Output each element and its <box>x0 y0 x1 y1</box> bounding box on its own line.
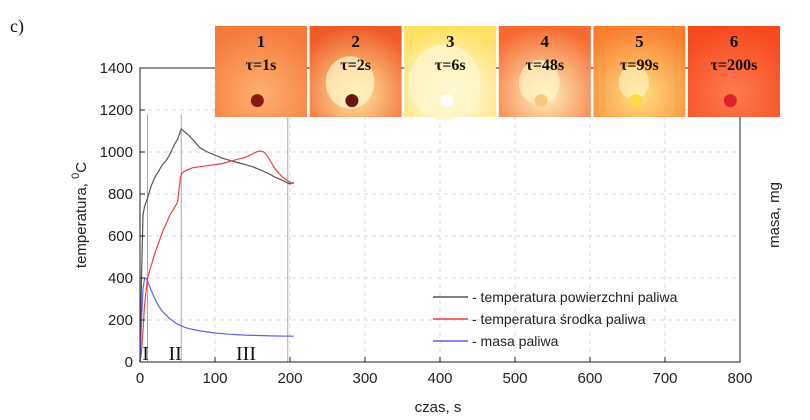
photo-6: 6 τ=200s <box>688 26 780 117</box>
photo-time: τ=200s <box>711 57 758 74</box>
y-tick-label: 600 <box>108 228 133 245</box>
x-tick-label: 300 <box>352 370 377 387</box>
x-tick-label: 500 <box>502 370 527 387</box>
photo-2: 2 τ=2s <box>309 26 402 117</box>
fuel-particle <box>250 94 264 108</box>
panel-label: c) <box>10 16 24 37</box>
x-tick-label: 100 <box>202 370 227 387</box>
photo-number: 3 <box>446 32 455 51</box>
photo-4: 4 τ=48s <box>498 26 591 117</box>
flame-glow <box>518 60 560 105</box>
legend-label-3: - masa paliwa <box>472 333 559 349</box>
x-tick-label: 200 <box>277 370 302 387</box>
stage-label: I <box>142 343 149 365</box>
series-line-3 <box>139 277 294 363</box>
stage-lines <box>147 114 289 362</box>
y-tick-label: 200 <box>108 312 133 329</box>
fuel-particle <box>534 94 548 108</box>
y-axis-label-sup: 0 <box>70 173 82 179</box>
x-tick-label: 800 <box>727 370 752 387</box>
photo-time: τ=99s <box>620 57 659 74</box>
photo-5: 5 τ=99s <box>593 26 686 117</box>
stage-label: II <box>169 343 182 365</box>
photo-time: τ=1s <box>246 57 277 74</box>
photo-strip: 1 τ=1s 2 τ=2s 3 τ=6s 4 τ=48s 5 τ=99s 6 τ=200s <box>215 26 780 121</box>
series-line-2 <box>139 150 294 363</box>
y-tick-label: 1000 <box>100 144 133 161</box>
x-tick-label: 600 <box>577 370 602 387</box>
x-tick-label: 700 <box>652 370 677 387</box>
x-axis-label: czas, s <box>415 399 462 416</box>
photo-number: 1 <box>257 32 266 51</box>
x-tick-label: 400 <box>427 370 452 387</box>
stage-label: III <box>236 343 256 365</box>
y-axis-label-main: temperatura, <box>73 179 90 268</box>
photo-time: τ=2s <box>340 57 371 74</box>
flame-glow <box>408 44 481 121</box>
y-tick-label: 800 <box>108 186 133 203</box>
photo-number: 2 <box>351 32 360 51</box>
fuel-particle <box>629 94 643 108</box>
flame-glow <box>618 65 650 100</box>
tick-labels: 0 100 200 300 400 500 600 700 800 0 200 400 600 800 10… <box>100 60 753 387</box>
series-layer <box>139 128 295 363</box>
fuel-particle <box>345 94 359 108</box>
y-tick-label: 1400 <box>100 60 133 77</box>
y2-axis-label: masa, mg <box>766 182 783 248</box>
photo-time: τ=48s <box>525 57 564 74</box>
x-tick-label: 0 <box>136 370 144 387</box>
flame-glow <box>325 56 375 109</box>
legend: - temperatura powierzchni paliwa - temper… <box>433 289 678 349</box>
y-tick-label: 1200 <box>100 102 133 119</box>
series-line-1 <box>139 128 295 363</box>
photo-1: 1 τ=1s <box>215 26 307 117</box>
legend-label-1: - temperatura powierzchni paliwa <box>472 289 678 305</box>
y-tick-label: 0 <box>125 354 133 371</box>
y-tick-label: 400 <box>108 270 133 287</box>
y-axis-label: temperatura, 0C <box>70 162 90 268</box>
y-axis-label-unit: C <box>73 162 90 173</box>
photo-number: 6 <box>730 32 739 51</box>
fuel-particle <box>440 94 454 108</box>
photo-number: 5 <box>635 32 644 51</box>
photo-number: 4 <box>541 32 550 51</box>
fuel-particle <box>723 94 737 108</box>
stage-labels: I II III <box>142 343 256 365</box>
photo-time: τ=6s <box>435 57 466 74</box>
photo-3: 3 τ=6s <box>404 26 497 121</box>
legend-label-2: - temperatura środka paliwa <box>472 311 646 327</box>
